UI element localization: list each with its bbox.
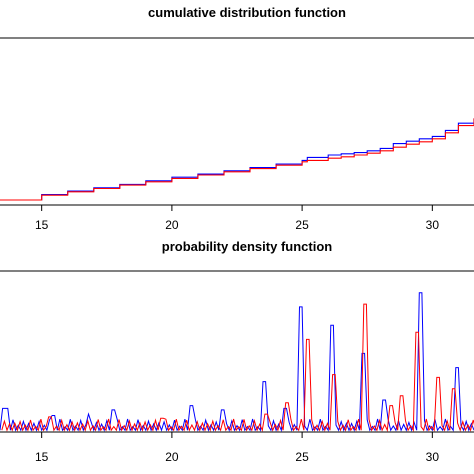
pdf-plot-frame xyxy=(0,270,474,433)
cdf-plot-frame xyxy=(0,37,474,206)
cdf-x-tick-label: 15 xyxy=(35,218,49,232)
cdf-series-line-0 xyxy=(0,118,474,201)
pdf-x-tick-label: 25 xyxy=(295,450,309,464)
pdf-x-tick-label: 20 xyxy=(165,450,179,464)
pdf-plot xyxy=(0,270,474,433)
pdf-series-line-0 xyxy=(0,292,474,433)
pdf-title: probability density function xyxy=(162,239,333,254)
pdf-x-tick-label: 15 xyxy=(35,450,49,464)
cdf-x-tick-label: 20 xyxy=(165,218,179,232)
cdf-title: cumulative distribution function xyxy=(148,5,346,20)
pdf-series-line-1 xyxy=(1,303,474,433)
cdf-x-tick-label: 30 xyxy=(426,218,440,232)
cdf-x-tick-label: 25 xyxy=(295,218,309,232)
pdf-x-tick-label: 30 xyxy=(426,450,440,464)
cdf-series-line-1 xyxy=(0,118,474,201)
cdf-plot xyxy=(0,37,474,206)
